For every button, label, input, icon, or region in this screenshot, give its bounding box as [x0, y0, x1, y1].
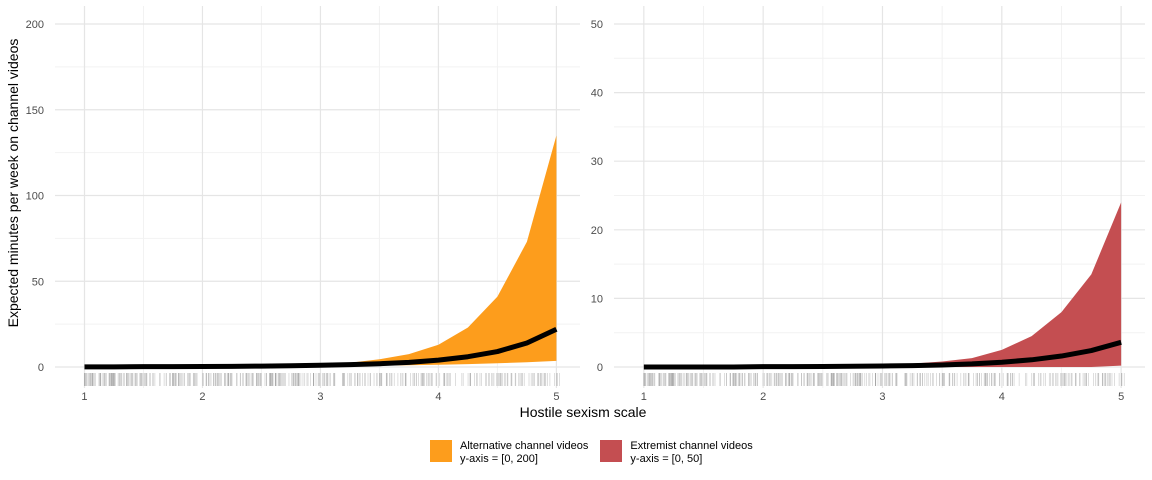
y-axis-title: Expected minutes per week on channel vid… — [5, 39, 21, 328]
y-tick-label: 20 — [591, 225, 603, 237]
ext-rug — [643, 373, 1125, 386]
y-tick-label: 50 — [591, 19, 603, 31]
y-tick-label: 0 — [597, 362, 603, 374]
legend-key-extremist — [600, 440, 623, 462]
legend-range-extremist: y-axis = [0, 50] — [630, 453, 703, 465]
legend-range-alternative: y-axis = [0, 200] — [460, 453, 538, 465]
alt-confidence-band — [84, 135, 557, 367]
legend-label-alternative: Alternative channel videos — [460, 440, 589, 452]
y-tick-label: 200 — [26, 19, 44, 31]
alt-rug — [84, 373, 560, 386]
alt-estimate-line — [84, 327, 558, 370]
x-tick-label: 1 — [81, 391, 87, 403]
panel-alternative: 0 50 100 150 200 1 2 3 4 5 — [26, 6, 580, 403]
legend: Alternative channel videos y-axis = [0, … — [430, 440, 753, 466]
x-tick-label: 1 — [641, 391, 647, 403]
y-tick-label: 40 — [591, 88, 603, 100]
x-tick-label: 3 — [879, 391, 885, 403]
y-tick-label: 10 — [591, 293, 603, 305]
panel-extremist: 0 10 20 30 40 50 1 2 3 4 5 — [591, 6, 1145, 403]
y-tick-label: 50 — [32, 276, 44, 288]
x-tick-label: 3 — [317, 391, 323, 403]
x-tick-label: 2 — [760, 391, 766, 403]
legend-key-alternative — [430, 440, 452, 462]
x-tick-label: 4 — [999, 391, 1005, 403]
x-tick-label: 2 — [199, 391, 205, 403]
x-tick-label: 5 — [1118, 391, 1124, 403]
y-tick-label: 100 — [26, 191, 44, 203]
ext-confidence-band — [643, 202, 1122, 367]
y-tick-label: 150 — [26, 105, 44, 117]
x-axis-title: Hostile sexism scale — [520, 404, 647, 420]
y-tick-label: 0 — [38, 362, 44, 374]
legend-label-extremist: Extremist channel videos — [630, 440, 753, 452]
x-tick-label: 5 — [553, 391, 559, 403]
legend-item-extremist: Extremist channel videos y-axis = [0, 50… — [600, 440, 753, 466]
x-tick-label: 4 — [435, 391, 441, 403]
y-tick-label: 30 — [591, 156, 603, 168]
ext-estimate-line — [643, 339, 1122, 370]
legend-item-alternative: Alternative channel videos y-axis = [0, … — [430, 440, 588, 466]
